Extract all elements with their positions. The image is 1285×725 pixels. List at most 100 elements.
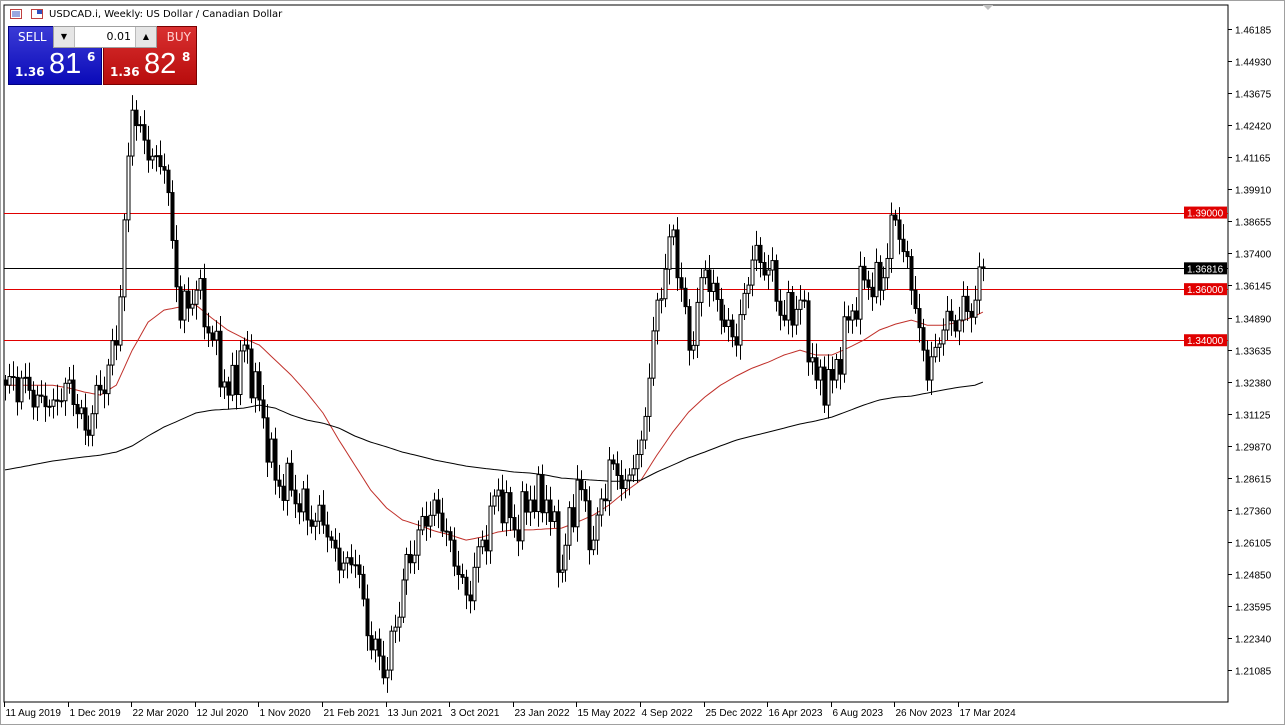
candle-bearish bbox=[460, 574, 465, 578]
lot-increase-button[interactable]: ▲ bbox=[135, 27, 156, 47]
candle-bearish bbox=[202, 278, 207, 328]
candle-bullish bbox=[182, 290, 187, 321]
candle-bearish bbox=[790, 291, 795, 326]
candle-bearish bbox=[830, 369, 835, 381]
candle-bullish bbox=[885, 257, 890, 279]
x-tick-label: 23 Jan 2022 bbox=[515, 708, 570, 719]
candle-bullish bbox=[659, 298, 664, 301]
candle-bullish bbox=[750, 259, 755, 286]
candle-bearish bbox=[687, 306, 692, 351]
candle-bullish bbox=[563, 544, 568, 571]
candle-bullish bbox=[599, 498, 604, 516]
candle-bearish bbox=[965, 295, 970, 312]
price-tag-label: 1.36000 bbox=[1187, 285, 1224, 296]
candle-bullish bbox=[639, 439, 644, 456]
candle-bullish bbox=[667, 236, 672, 270]
candle-bullish bbox=[345, 557, 350, 564]
chart-window-icon[interactable] bbox=[31, 9, 43, 19]
candle-bullish bbox=[766, 269, 771, 276]
candle-bullish bbox=[874, 261, 879, 298]
candle-bullish bbox=[154, 155, 159, 158]
lot-decrease-button[interactable]: ▼ bbox=[54, 27, 75, 47]
candle-bearish bbox=[500, 489, 505, 524]
y-tick-label: 1.34890 bbox=[1235, 315, 1272, 326]
candle-bullish bbox=[389, 630, 394, 671]
candle-bearish bbox=[11, 376, 16, 379]
lot-size-stepper[interactable]: ▼ 0.01 ▲ bbox=[53, 26, 157, 48]
candle-bearish bbox=[440, 512, 445, 532]
candle-bearish bbox=[524, 491, 529, 513]
candle-bullish bbox=[798, 299, 803, 310]
candle-bullish bbox=[67, 379, 72, 384]
y-tick-label: 1.38655 bbox=[1235, 218, 1272, 229]
candle-bullish bbox=[889, 214, 894, 259]
candle-bullish bbox=[695, 301, 700, 346]
candle-bearish bbox=[98, 384, 103, 391]
x-tick-label: 12 Jul 2020 bbox=[197, 708, 249, 719]
candle-bearish bbox=[734, 336, 739, 346]
candle-bullish bbox=[933, 346, 938, 358]
candle-bearish bbox=[838, 359, 843, 375]
x-tick-label: 17 Mar 2024 bbox=[960, 708, 1017, 719]
candle-bullish bbox=[480, 539, 485, 548]
candle-bullish bbox=[560, 569, 565, 573]
x-tick-label: 16 Apr 2023 bbox=[769, 708, 823, 719]
candle-bearish bbox=[484, 539, 489, 552]
candle-bearish bbox=[75, 403, 80, 415]
candle-bearish bbox=[782, 314, 787, 321]
candle-bullish bbox=[492, 495, 497, 507]
candle-bullish bbox=[59, 400, 64, 403]
candle-bullish bbox=[941, 329, 946, 345]
y-tick-label: 1.43675 bbox=[1235, 90, 1272, 101]
candle-bearish bbox=[512, 517, 517, 531]
candle-bearish bbox=[102, 389, 107, 395]
y-tick-label: 1.22340 bbox=[1235, 635, 1272, 646]
candle-bullish bbox=[663, 268, 668, 300]
sell-button[interactable]: SELL 1.36 81 6 bbox=[8, 26, 102, 85]
candle-bullish bbox=[818, 366, 823, 381]
candle-bearish bbox=[905, 251, 910, 258]
candle-bullish bbox=[738, 314, 743, 346]
candle-bearish bbox=[854, 310, 859, 320]
candle-bearish bbox=[917, 308, 922, 329]
candle-bullish bbox=[118, 296, 123, 346]
candle-bearish bbox=[158, 155, 163, 168]
candle-bullish bbox=[126, 155, 131, 221]
shift-marker-icon[interactable] bbox=[983, 5, 993, 10]
candle-bullish bbox=[51, 399, 56, 407]
chart-list-icon[interactable] bbox=[10, 9, 22, 19]
candle-bearish bbox=[981, 266, 986, 269]
candle-bullish bbox=[647, 377, 652, 417]
candle-bearish bbox=[357, 564, 362, 575]
candle-bullish bbox=[416, 529, 421, 556]
candle-bearish bbox=[762, 262, 767, 276]
candle-bullish bbox=[504, 492, 509, 524]
x-tick-label: 11 Aug 2019 bbox=[6, 708, 62, 719]
candle-bearish bbox=[297, 503, 302, 513]
price-tag-label: 1.39000 bbox=[1187, 209, 1224, 220]
candle-bullish bbox=[528, 499, 533, 513]
candle-bearish bbox=[71, 379, 76, 405]
candle-bearish bbox=[305, 488, 310, 521]
x-tick-label: 21 Feb 2021 bbox=[324, 708, 381, 719]
lot-size-input[interactable]: 0.01 bbox=[106, 30, 132, 43]
candle-bearish bbox=[679, 277, 684, 289]
candle-bearish bbox=[683, 287, 688, 308]
candle-bearish bbox=[548, 499, 553, 522]
candle-bearish bbox=[27, 376, 32, 391]
candle-bullish bbox=[428, 514, 433, 527]
candle-bullish bbox=[937, 343, 942, 348]
x-tick-label: 22 Mar 2020 bbox=[133, 708, 190, 719]
candle-bearish bbox=[424, 515, 429, 527]
buy-price-sup: 8 bbox=[182, 50, 191, 64]
candle-bullish bbox=[929, 356, 934, 381]
candle-bearish bbox=[615, 463, 620, 476]
candle-bullish bbox=[552, 511, 557, 522]
candle-bullish bbox=[404, 553, 409, 581]
candle-bearish bbox=[210, 332, 215, 341]
candle-bullish bbox=[130, 109, 135, 157]
candle-bullish bbox=[699, 277, 704, 303]
candle-bullish bbox=[190, 303, 195, 309]
candle-bullish bbox=[786, 291, 791, 321]
